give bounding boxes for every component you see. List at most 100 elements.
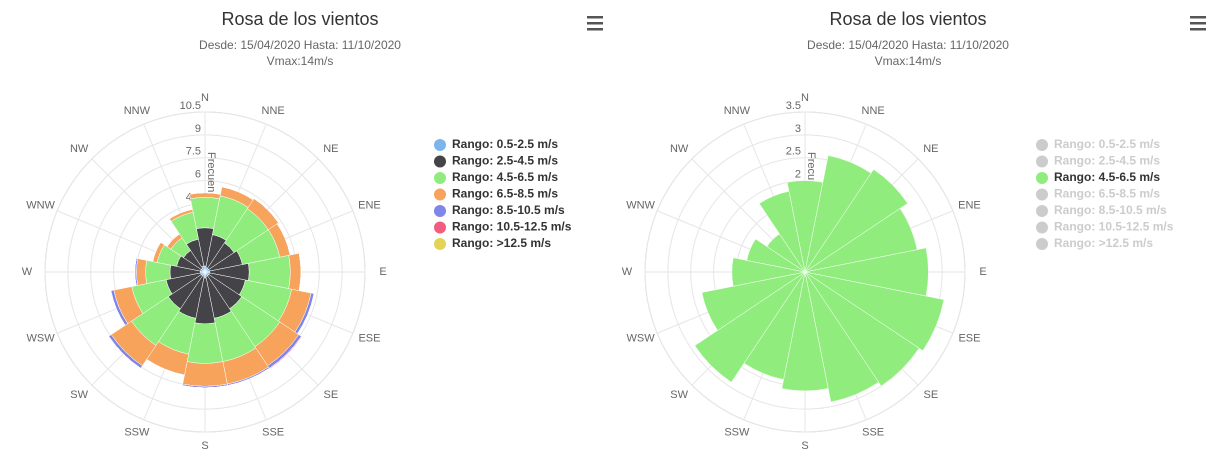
direction-label: NE <box>323 143 338 155</box>
radial-tick-label: 2 <box>795 168 801 180</box>
direction-label: SSE <box>862 427 884 439</box>
chart-subtitle: Vmax:14m/s <box>267 54 334 68</box>
legend-symbol <box>1036 139 1048 151</box>
menu-icon-bar <box>587 28 603 31</box>
legend-label: Rango: 0.5-2.5 m/s <box>1054 137 1160 151</box>
legend-item[interactable]: Rango: >12.5 m/s <box>1036 236 1153 250</box>
direction-label: W <box>622 266 633 278</box>
direction-label: WSW <box>626 332 655 344</box>
legend-label: Rango: 0.5-2.5 m/s <box>452 137 558 151</box>
radial-tick-label: 6 <box>195 168 201 180</box>
legend-symbol <box>434 221 446 234</box>
chart-subtitle: Desde: 15/04/2020 Hasta: 11/10/2020 <box>199 38 401 52</box>
menu-button[interactable] <box>587 16 603 31</box>
legend-label: Rango: 8.5-10.5 m/s <box>1054 203 1167 217</box>
legend-label: Rango: 6.5-8.5 m/s <box>452 187 558 201</box>
legend-item[interactable]: Rango: 2.5-4.5 m/s <box>434 154 558 168</box>
wedge-segment <box>169 208 193 219</box>
legend-symbol <box>1036 188 1048 201</box>
legend-item[interactable]: Rango: 8.5-10.5 m/s <box>434 203 565 217</box>
direction-label: SSW <box>124 427 150 439</box>
menu-icon-bar <box>1190 28 1206 31</box>
legend-label: Rango: 4.5-6.5 m/s <box>452 170 558 184</box>
wedge-segment <box>110 290 126 326</box>
legend-label: Rango: 4.5-6.5 m/s <box>1054 170 1160 184</box>
direction-label: SSW <box>724 427 750 439</box>
legend-item[interactable]: Rango: 4.5-6.5 m/s <box>1036 170 1160 184</box>
direction-label: WNW <box>626 199 655 211</box>
legend-symbol <box>434 155 446 168</box>
direction-label: S <box>801 440 808 452</box>
legend-label: Rango: 2.5-4.5 m/s <box>452 154 558 168</box>
direction-label: SW <box>670 389 688 401</box>
radial-tick-label: 3.5 <box>786 100 801 112</box>
direction-label: NNE <box>862 105 885 117</box>
legend-label: Rango: >12.5 m/s <box>452 236 551 250</box>
legend-symbol <box>1036 221 1048 234</box>
direction-label: S <box>201 440 208 452</box>
legend-item[interactable]: Rango: 10.5-12.5 m/s <box>1036 220 1174 234</box>
direction-label: WSW <box>26 332 55 344</box>
direction-label: ESE <box>358 332 380 344</box>
direction-label: ESE <box>958 332 980 344</box>
menu-icon-bar <box>587 16 603 19</box>
direction-label: NW <box>70 143 89 155</box>
legend-label: Rango: >12.5 m/s <box>1054 236 1153 250</box>
direction-label: NNW <box>724 105 751 117</box>
wedge-segment <box>146 359 185 376</box>
direction-label: ENE <box>358 199 381 211</box>
menu-icon-bar <box>1190 16 1206 19</box>
wedge-segment <box>269 336 303 370</box>
legend-symbol <box>434 139 446 151</box>
legend-item[interactable]: Rango: >12.5 m/s <box>434 236 551 250</box>
direction-label: SE <box>324 389 339 401</box>
wedge-segment <box>136 258 148 286</box>
legend-symbol <box>434 172 446 184</box>
wedge-segment <box>277 223 291 256</box>
wedge-segment <box>758 191 806 273</box>
direction-label: SW <box>70 389 88 401</box>
radial-tick-label: 10.5 <box>180 100 201 112</box>
wedge-segment <box>182 385 228 389</box>
legend-item[interactable]: Rango: 10.5-12.5 m/s <box>434 220 572 234</box>
chart-panel: Rosa de los vientos Desde: 15/04/2020 Has… <box>22 9 603 452</box>
direction-label: NW <box>670 143 689 155</box>
legend-item[interactable]: Rango: 2.5-4.5 m/s <box>1036 154 1160 168</box>
wedge-segment <box>288 252 302 292</box>
radial-tick-label: 3 <box>795 123 801 135</box>
legend-symbol <box>434 188 446 201</box>
legend-item[interactable]: Rango: 0.5-2.5 m/s <box>434 137 558 151</box>
legend-symbol <box>1036 155 1048 168</box>
direction-label: E <box>979 266 986 278</box>
direction-label: SSE <box>262 427 284 439</box>
legend-label: Rango: 10.5-12.5 m/s <box>452 220 572 234</box>
legend-item[interactable]: Rango: 8.5-10.5 m/s <box>1036 203 1167 217</box>
legend-label: Rango: 2.5-4.5 m/s <box>1054 154 1160 168</box>
chart-panel: Rosa de los vientos Desde: 15/04/2020 Has… <box>622 9 1206 452</box>
legend-label: Rango: 10.5-12.5 m/s <box>1054 220 1174 234</box>
legend-symbol <box>434 238 446 250</box>
direction-label: NE <box>923 143 938 155</box>
chart-subtitle: Vmax:14m/s <box>875 54 942 68</box>
legend-label: Rango: 8.5-10.5 m/s <box>452 203 565 217</box>
legend-item[interactable]: Rango: 6.5-8.5 m/s <box>434 187 558 201</box>
radial-tick-label: 7.5 <box>186 146 201 158</box>
legend-symbol <box>1036 172 1048 184</box>
menu-button[interactable] <box>1190 16 1206 31</box>
wedge-segment <box>152 242 161 262</box>
chart-title: Rosa de los vientos <box>221 9 378 29</box>
direction-label: W <box>22 266 33 278</box>
direction-label: NNW <box>124 105 151 117</box>
direction-label: N <box>201 92 209 104</box>
legend-item[interactable]: Rango: 6.5-8.5 m/s <box>1036 187 1160 201</box>
direction-label: SE <box>924 389 939 401</box>
legend-item[interactable]: Rango: 0.5-2.5 m/s <box>1036 137 1160 151</box>
direction-label: N <box>801 92 809 104</box>
direction-label: E <box>379 266 386 278</box>
legend-symbol <box>1036 238 1048 250</box>
chart-title: Rosa de los vientos <box>829 9 986 29</box>
legend-item[interactable]: Rango: 4.5-6.5 m/s <box>434 170 558 184</box>
chart-subtitle: Desde: 15/04/2020 Hasta: 11/10/2020 <box>807 38 1009 52</box>
legend-label: Rango: 6.5-8.5 m/s <box>1054 187 1160 201</box>
